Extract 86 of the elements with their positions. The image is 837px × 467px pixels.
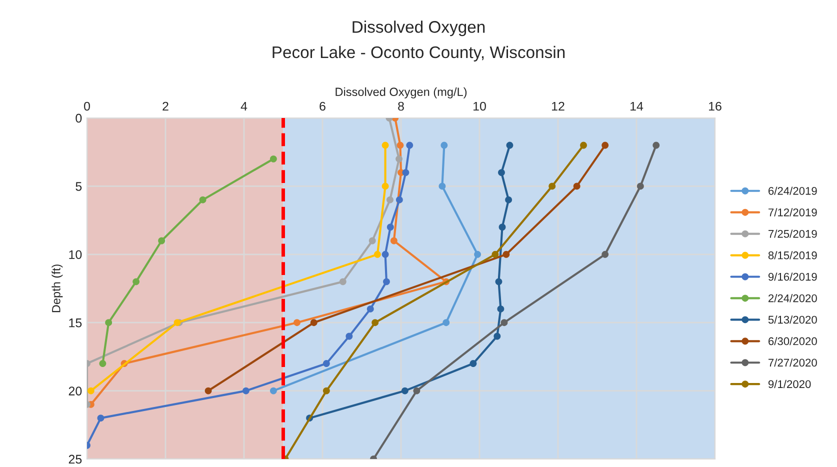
point <box>310 319 318 326</box>
point <box>382 250 389 258</box>
point <box>396 155 403 162</box>
y-tick-label: 25 <box>68 454 82 464</box>
point <box>322 360 330 367</box>
point <box>87 387 94 394</box>
x-tick-label: 2 <box>162 102 168 111</box>
y-tick-label: 5 <box>76 182 82 191</box>
legend-label: 6/24/2019 <box>768 186 817 195</box>
point <box>442 319 450 326</box>
point <box>199 196 206 204</box>
legend-label: 2/24/2020 <box>768 294 817 302</box>
point <box>602 250 609 258</box>
legend-label: 7/12/2019 <box>768 208 817 216</box>
legend-label: 8/15/2019 <box>768 251 817 260</box>
point <box>374 250 381 258</box>
chart-title: Dissolved Oxygen <box>352 20 485 36</box>
point <box>386 224 394 231</box>
legend-label: 9/16/2019 <box>768 272 817 281</box>
point <box>406 142 414 149</box>
point <box>346 332 353 340</box>
point <box>383 278 390 286</box>
legend-label: 6/30/2020 <box>768 336 817 346</box>
point <box>402 169 410 176</box>
point <box>506 142 514 149</box>
x-tick-label: 8 <box>398 102 404 111</box>
legend-label: 9/1/2020 <box>768 380 811 388</box>
chart-subtitle: Pecor Lake - Oconto County, Wisconsin <box>272 46 565 62</box>
point <box>548 182 556 190</box>
point <box>492 250 499 258</box>
x-tick-label: 16 <box>709 102 722 111</box>
point <box>132 278 140 286</box>
point <box>322 387 330 394</box>
point <box>470 360 477 367</box>
y-tick-label: 20 <box>68 386 82 396</box>
point <box>382 182 389 190</box>
point <box>500 319 508 326</box>
point <box>270 155 277 162</box>
y-axis-title: Depth (ft) <box>52 264 63 312</box>
x-tick-label: 6 <box>320 102 326 111</box>
point <box>494 332 501 340</box>
legend-label: 5/13/2020 <box>768 316 817 324</box>
point <box>636 182 644 190</box>
point <box>97 414 104 422</box>
point <box>368 237 376 244</box>
point <box>573 182 580 190</box>
point <box>497 305 504 312</box>
point <box>440 142 448 149</box>
point <box>498 169 505 176</box>
point <box>502 250 510 258</box>
x-tick-label: 14 <box>630 102 644 111</box>
point <box>382 142 389 149</box>
point <box>474 250 482 258</box>
point <box>99 360 106 367</box>
legend-label: 7/25/2019 <box>768 230 817 238</box>
x-tick-label: 0 <box>84 102 90 111</box>
point <box>580 142 587 149</box>
point <box>242 387 250 394</box>
point <box>105 319 112 326</box>
point <box>294 319 300 326</box>
y-tick-label: 15 <box>69 318 82 328</box>
point <box>372 319 379 326</box>
point <box>413 387 420 394</box>
point <box>652 142 660 149</box>
point <box>396 196 403 204</box>
point <box>498 224 506 231</box>
point <box>270 387 277 394</box>
x-tick-label: 10 <box>474 102 486 111</box>
point <box>602 142 609 149</box>
x-tick-label: 4 <box>240 102 248 111</box>
point <box>505 196 512 204</box>
point <box>396 142 404 149</box>
x-axis-title: Dissolved Oxygen (mg/L) <box>336 87 467 98</box>
y-tick-label: 10 <box>69 250 82 260</box>
point <box>401 387 408 394</box>
point <box>386 196 394 204</box>
point <box>204 387 212 394</box>
y-tick-label: 0 <box>76 114 82 123</box>
point <box>390 237 398 244</box>
point <box>438 182 446 190</box>
point <box>158 237 166 244</box>
point <box>339 278 346 286</box>
point <box>495 278 502 286</box>
x-tick-label: 12 <box>552 102 564 111</box>
legend-label: 7/27/2020 <box>768 358 817 367</box>
point <box>366 305 374 312</box>
